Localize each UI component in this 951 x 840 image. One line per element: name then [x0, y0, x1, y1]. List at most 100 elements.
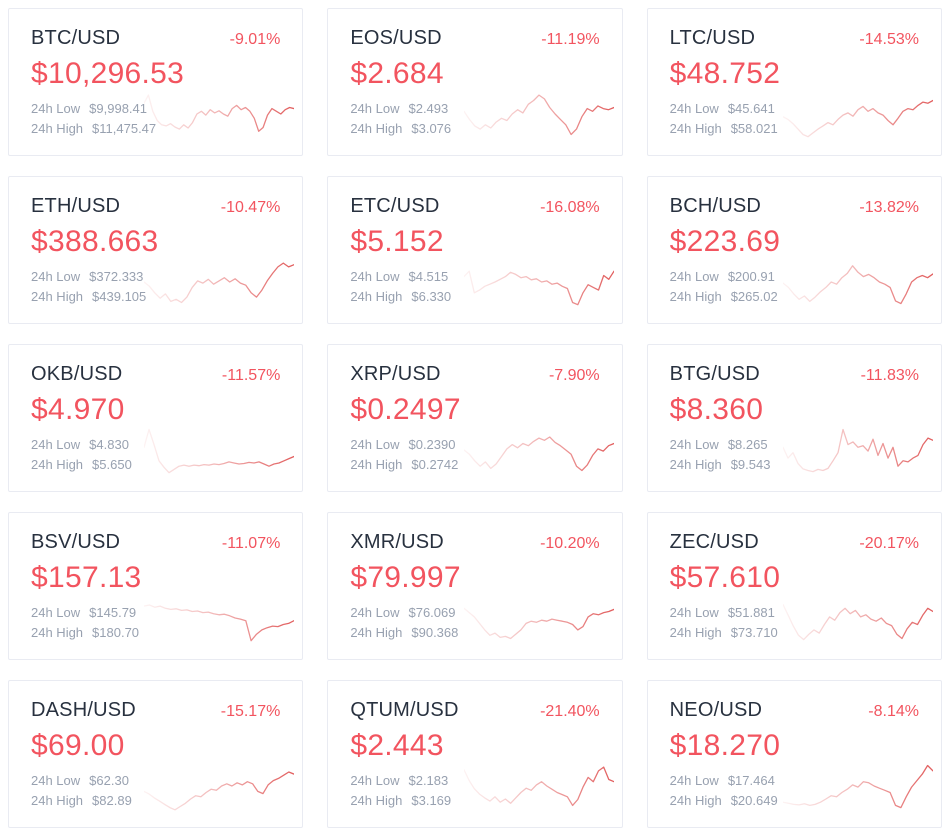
card-header: QTUM/USD -21.40% — [350, 699, 599, 722]
crypto-ticker-card[interactable]: XRP/USD -7.90% $0.2497 24h Low $0.2390 24… — [327, 344, 623, 492]
pair-name: ETH/USD — [31, 195, 121, 217]
price-sparkline-chart — [783, 603, 933, 641]
card-header: ETH/USD -10.47% — [31, 195, 280, 218]
high-value: $90.368 — [411, 625, 459, 640]
high-row: 24h High $5.650 — [31, 455, 132, 475]
low-row: 24h Low $45.641 — [670, 99, 778, 119]
range-stats: 24h Low $51.881 24h High $73.710 — [670, 603, 778, 643]
pair-name: DASH/USD — [31, 699, 136, 721]
last-price: $388.663 — [31, 225, 159, 258]
crypto-ticker-card[interactable]: NEO/USD -8.14% $18.270 24h Low $17.464 24… — [646, 680, 942, 828]
high-label: 24h High — [31, 625, 84, 640]
pair-name: BCH/USD — [669, 195, 762, 217]
low-row: 24h Low $4.830 — [31, 435, 132, 455]
high-label: 24h High — [350, 457, 403, 472]
low-label: 24h Low — [350, 101, 400, 116]
low-label: 24h Low — [31, 773, 81, 788]
card-header: LTC/USD -14.53% — [670, 27, 919, 50]
low-row: 24h Low $9,998.41 — [31, 99, 156, 119]
change-percent: -16.08% — [540, 199, 600, 216]
range-stats: 24h Low $17.464 24h High $20.649 — [670, 771, 778, 811]
crypto-ticker-card[interactable]: ETC/USD -16.08% $5.152 24h Low $4.515 24h… — [327, 176, 623, 324]
last-price: $0.2497 — [350, 393, 461, 426]
crypto-ticker-card[interactable]: BTC/USD -9.01% $10,296.53 24h Low $9,998.… — [8, 8, 304, 156]
high-value: $3.169 — [411, 793, 452, 808]
last-price: $2.443 — [350, 729, 444, 762]
low-label: 24h Low — [669, 605, 719, 620]
change-percent: -10.47% — [220, 199, 281, 216]
price-sparkline-chart — [463, 436, 614, 472]
low-row: 24h Low $200.91 — [670, 267, 778, 287]
price-sparkline-chart — [783, 764, 933, 809]
card-header: ZEC/USD -20.17% — [670, 531, 919, 554]
low-value: $17.464 — [727, 773, 775, 788]
low-row: 24h Low $76.069 — [350, 603, 458, 623]
change-percent: -10.20% — [540, 535, 600, 552]
crypto-ticker-card[interactable]: BCH/USD -13.82% $223.69 24h Low $200.91 2… — [646, 176, 942, 324]
low-value: $145.79 — [89, 605, 137, 620]
crypto-ticker-card[interactable]: XMR/USD -10.20% $79.997 24h Low $76.069 2… — [327, 512, 623, 660]
card-header: BSV/USD -11.07% — [31, 531, 280, 554]
high-value: $3.076 — [411, 121, 452, 136]
high-row: 24h High $439.105 — [31, 287, 146, 307]
high-value: $5.650 — [92, 457, 132, 472]
high-row: 24h High $180.70 — [31, 623, 139, 643]
low-row: 24h Low $372.333 — [31, 267, 146, 287]
low-value: $2.493 — [408, 101, 449, 116]
card-header: DASH/USD -15.17% — [31, 699, 280, 722]
change-percent: -9.01% — [229, 31, 281, 48]
high-label: 24h High — [669, 457, 722, 472]
crypto-ticker-card[interactable]: BSV/USD -11.07% $157.13 24h Low $145.79 2… — [8, 512, 304, 660]
low-value: $4.515 — [408, 269, 449, 284]
crypto-ticker-card[interactable]: OKB/USD -11.57% $4.970 24h Low $4.830 24h… — [8, 344, 304, 492]
low-label: 24h Low — [31, 101, 81, 116]
low-row: 24h Low $4.515 — [350, 267, 451, 287]
low-label: 24h Low — [669, 269, 719, 284]
high-row: 24h High $11,475.47 — [31, 119, 156, 139]
low-row: 24h Low $2.183 — [350, 771, 451, 791]
crypto-ticker-card[interactable]: QTUM/USD -21.40% $2.443 24h Low $2.183 24… — [327, 680, 623, 828]
change-percent: -11.57% — [221, 367, 281, 384]
crypto-ticker-card[interactable]: LTC/USD -14.53% $48.752 24h Low $45.641 2… — [646, 8, 942, 156]
crypto-ticker-card[interactable]: ETH/USD -10.47% $388.663 24h Low $372.333… — [8, 176, 304, 324]
high-label: 24h High — [31, 289, 84, 304]
high-row: 24h High $3.169 — [350, 791, 451, 811]
low-label: 24h Low — [669, 101, 719, 116]
low-value: $8.265 — [727, 437, 768, 452]
high-value: $6.330 — [411, 289, 452, 304]
range-stats: 24h Low $9,998.41 24h High $11,475.47 — [31, 99, 156, 139]
card-header: BTC/USD -9.01% — [31, 27, 280, 50]
change-percent: -13.82% — [859, 199, 919, 216]
card-header: BTG/USD -11.83% — [670, 363, 919, 386]
low-label: 24h Low — [350, 773, 400, 788]
low-row: 24h Low $62.30 — [31, 771, 132, 791]
range-stats: 24h Low $62.30 24h High $82.89 — [31, 771, 132, 811]
change-percent: -15.17% — [220, 703, 281, 720]
price-sparkline-chart — [144, 94, 295, 132]
change-percent: -20.17% — [859, 535, 919, 552]
crypto-ticker-card[interactable]: EOS/USD -11.19% $2.684 24h Low $2.493 24h… — [327, 8, 623, 156]
pair-name: NEO/USD — [669, 699, 763, 721]
low-value: $2.183 — [408, 773, 449, 788]
low-value: $200.91 — [727, 269, 775, 284]
high-label: 24h High — [669, 121, 722, 136]
low-row: 24h Low $17.464 — [670, 771, 778, 791]
last-price: $57.610 — [669, 561, 781, 594]
price-sparkline-chart — [463, 607, 614, 640]
high-row: 24h High $3.076 — [350, 119, 451, 139]
high-label: 24h High — [350, 121, 403, 136]
high-row: 24h High $20.649 — [670, 791, 778, 811]
crypto-ticker-card[interactable]: BTG/USD -11.83% $8.360 24h Low $8.265 24h… — [646, 344, 942, 492]
pair-name: EOS/USD — [350, 27, 442, 49]
crypto-ticker-card[interactable]: ZEC/USD -20.17% $57.610 24h Low $51.881 2… — [646, 512, 942, 660]
high-row: 24h High $58.021 — [670, 119, 778, 139]
range-stats: 24h Low $2.183 24h High $3.169 — [350, 771, 451, 811]
high-row: 24h High $6.330 — [350, 287, 451, 307]
change-percent: -11.83% — [860, 367, 919, 384]
pair-name: ETC/USD — [350, 195, 440, 217]
low-value: $372.333 — [89, 269, 144, 284]
crypto-ticker-card[interactable]: DASH/USD -15.17% $69.00 24h Low $62.30 24… — [8, 680, 304, 828]
high-value: $82.89 — [92, 793, 132, 808]
high-label: 24h High — [669, 289, 722, 304]
